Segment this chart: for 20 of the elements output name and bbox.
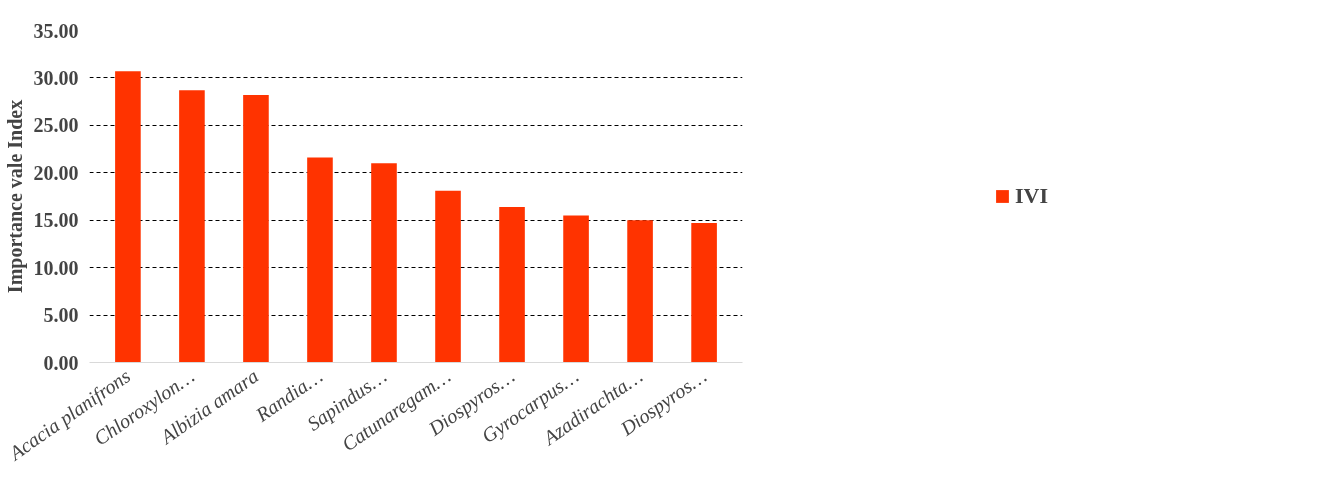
bar [435,190,461,363]
y-tick-label: 5.00 [43,304,79,327]
bar [179,90,205,363]
bar [691,223,717,363]
bar [243,95,269,363]
bar [307,157,333,363]
y-tick-label: 30.00 [33,66,79,89]
y-tick-label: 10.00 [33,256,79,279]
y-tick-label: 15.00 [33,209,79,232]
y-tick-label: 20.00 [33,161,79,184]
bar [627,220,653,363]
legend-label: IVI [1014,183,1049,209]
bar [115,71,141,363]
bar [499,206,525,363]
bar [371,163,397,363]
y-tick-label: 25.00 [33,114,79,137]
y-tick-label: 0.00 [43,351,79,374]
y-tick-label: 35.00 [33,19,79,42]
y-axis-title: Importance vale Index [3,99,27,294]
bar [563,215,589,363]
